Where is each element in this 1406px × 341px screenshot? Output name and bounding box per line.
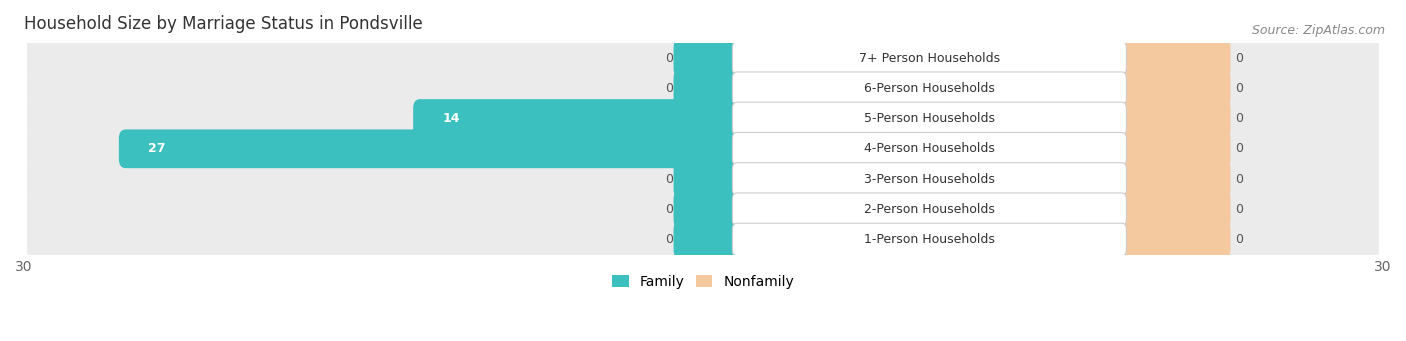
FancyBboxPatch shape: [413, 99, 744, 138]
Text: 5-Person Households: 5-Person Households: [863, 112, 995, 125]
FancyBboxPatch shape: [27, 100, 1379, 137]
FancyBboxPatch shape: [733, 42, 1126, 74]
FancyBboxPatch shape: [27, 130, 1379, 167]
FancyBboxPatch shape: [733, 223, 1126, 256]
Text: 0: 0: [1234, 233, 1243, 246]
FancyBboxPatch shape: [733, 132, 1126, 165]
FancyBboxPatch shape: [1115, 69, 1230, 108]
Text: 0: 0: [665, 51, 673, 64]
FancyBboxPatch shape: [733, 163, 1126, 195]
FancyBboxPatch shape: [733, 193, 1126, 226]
FancyBboxPatch shape: [1115, 220, 1230, 259]
FancyBboxPatch shape: [733, 72, 1126, 105]
FancyBboxPatch shape: [733, 102, 1126, 135]
FancyBboxPatch shape: [1115, 99, 1230, 138]
Text: 4-Person Households: 4-Person Households: [863, 142, 995, 155]
FancyBboxPatch shape: [1115, 39, 1230, 77]
Text: 0: 0: [665, 233, 673, 246]
Text: 0: 0: [665, 82, 673, 95]
Text: 0: 0: [1234, 112, 1243, 125]
FancyBboxPatch shape: [673, 69, 744, 108]
Text: 0: 0: [1234, 142, 1243, 155]
Text: Source: ZipAtlas.com: Source: ZipAtlas.com: [1251, 24, 1385, 37]
Text: Household Size by Marriage Status in Pondsville: Household Size by Marriage Status in Pon…: [24, 15, 422, 33]
Text: 1-Person Households: 1-Person Households: [863, 233, 995, 246]
Text: 0: 0: [1234, 82, 1243, 95]
Text: 0: 0: [1234, 51, 1243, 64]
Text: 2-Person Households: 2-Person Households: [863, 203, 995, 216]
Text: 0: 0: [665, 203, 673, 216]
Text: 7+ Person Households: 7+ Person Households: [859, 51, 1000, 64]
FancyBboxPatch shape: [1115, 160, 1230, 198]
FancyBboxPatch shape: [1115, 130, 1230, 168]
FancyBboxPatch shape: [27, 40, 1379, 76]
Text: 6-Person Households: 6-Person Households: [863, 82, 995, 95]
Text: 14: 14: [443, 112, 460, 125]
FancyBboxPatch shape: [673, 160, 744, 198]
Text: 3-Person Households: 3-Person Households: [863, 173, 995, 186]
FancyBboxPatch shape: [27, 161, 1379, 197]
FancyBboxPatch shape: [1115, 190, 1230, 229]
Text: 27: 27: [148, 142, 166, 155]
FancyBboxPatch shape: [120, 130, 744, 168]
FancyBboxPatch shape: [27, 221, 1379, 258]
FancyBboxPatch shape: [27, 70, 1379, 107]
FancyBboxPatch shape: [27, 191, 1379, 228]
Text: 0: 0: [1234, 173, 1243, 186]
Text: 0: 0: [1234, 203, 1243, 216]
FancyBboxPatch shape: [673, 39, 744, 77]
Legend: Family, Nonfamily: Family, Nonfamily: [606, 269, 800, 294]
Text: 0: 0: [665, 173, 673, 186]
FancyBboxPatch shape: [673, 220, 744, 259]
FancyBboxPatch shape: [673, 190, 744, 229]
